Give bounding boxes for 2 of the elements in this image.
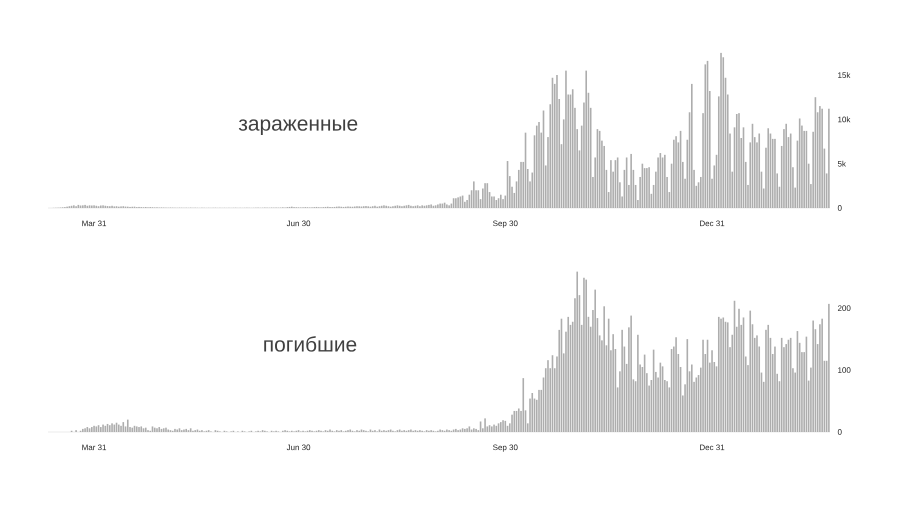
text: погибшие	[264, 336, 356, 352]
text: зараженные	[238, 119, 358, 135]
